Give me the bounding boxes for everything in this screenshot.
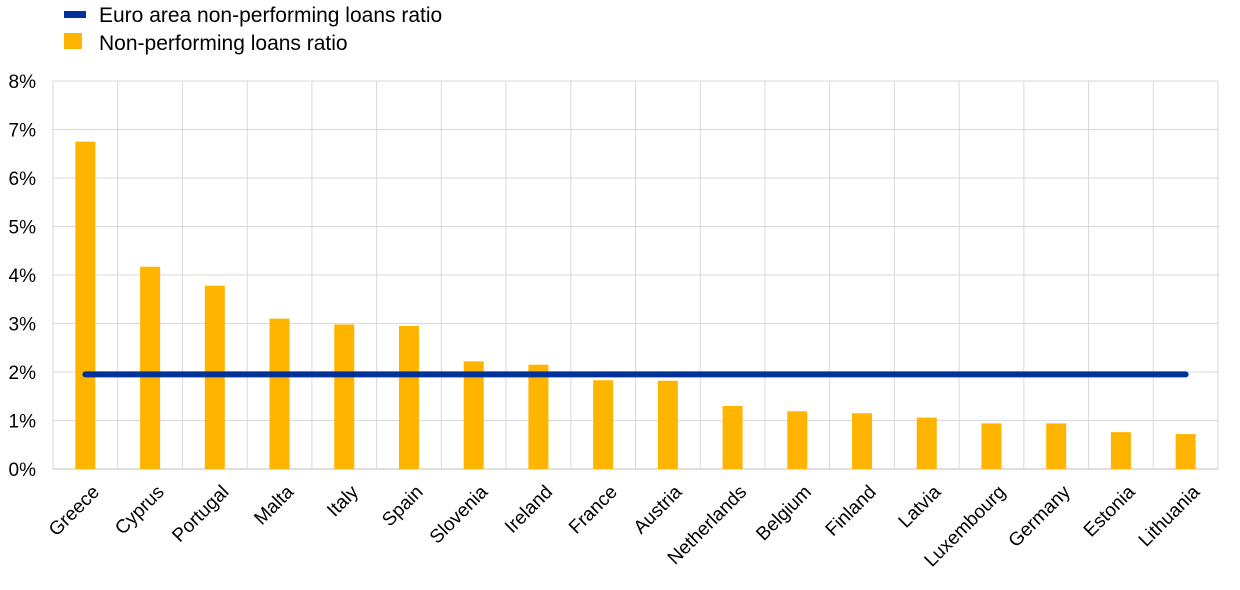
legend-swatch-line [64, 11, 86, 18]
legend-label-bar: Non-performing loans ratio [99, 32, 348, 55]
x-category-label: Finland [822, 482, 881, 541]
y-tick-label: 0% [9, 460, 37, 481]
x-category-label: Ireland [501, 482, 557, 538]
bar-luxembourg [981, 423, 1002, 469]
bar-netherlands [722, 405, 743, 469]
x-category-label: Italy [323, 481, 363, 521]
bar-lithuania [1175, 434, 1196, 469]
x-category-label: Belgium [752, 482, 815, 545]
x-category-label: Estonia [1080, 481, 1140, 541]
bar-austria [657, 380, 678, 469]
legend: Euro area non-performing loans ratio Non… [64, 4, 442, 55]
legend-swatch-bar [64, 33, 82, 49]
bar-belgium [787, 411, 808, 469]
y-tick-label: 6% [9, 169, 37, 190]
bar-latvia [916, 417, 937, 469]
bar-malta [269, 318, 290, 469]
y-tick-label: 1% [9, 412, 37, 433]
x-category-label: Austria [630, 481, 687, 538]
y-tick-label: 8% [9, 72, 37, 93]
y-tick-label: 2% [9, 363, 37, 384]
bar-finland [852, 413, 873, 469]
bar-ireland [528, 364, 549, 469]
x-category-label: France [565, 482, 622, 539]
x-category-label: Greece [45, 482, 104, 541]
x-axis-labels: Greece Cyprus Portugal Malta Italy SpainSlove… [45, 481, 1204, 571]
y-tick-label: 4% [9, 266, 37, 287]
bar-estonia [1110, 432, 1131, 469]
legend-label-line: Euro area non-performing loans ratio [99, 4, 442, 27]
bar-france [593, 380, 614, 469]
x-category-label: Portugal [168, 482, 233, 547]
bar-italy [334, 324, 355, 469]
y-tick-label: 7% [9, 121, 37, 142]
x-category-label: Spain [378, 482, 427, 531]
x-category-label: Germany [1005, 481, 1075, 551]
x-category-label: Slovenia [426, 481, 493, 548]
bar-germany [1046, 423, 1067, 469]
bars-layer [75, 141, 1196, 469]
bar-greece [75, 141, 96, 469]
x-category-label: Cyprus [111, 482, 168, 539]
grid-layer [52, 80, 1219, 470]
y-tick-label: 3% [9, 315, 37, 336]
bar-spain [398, 325, 419, 469]
y-tick-label: 5% [9, 218, 37, 239]
y-axis-ticks: 0% 1% 2% 3% 4% 5% 6% 7% 8% [9, 72, 37, 481]
bar-slovenia [463, 361, 484, 469]
x-category-label: Latvia [895, 481, 946, 532]
x-category-label: Lithuania [1135, 481, 1205, 551]
x-category-label: Malta [250, 481, 298, 529]
bar-cyprus [140, 266, 161, 469]
